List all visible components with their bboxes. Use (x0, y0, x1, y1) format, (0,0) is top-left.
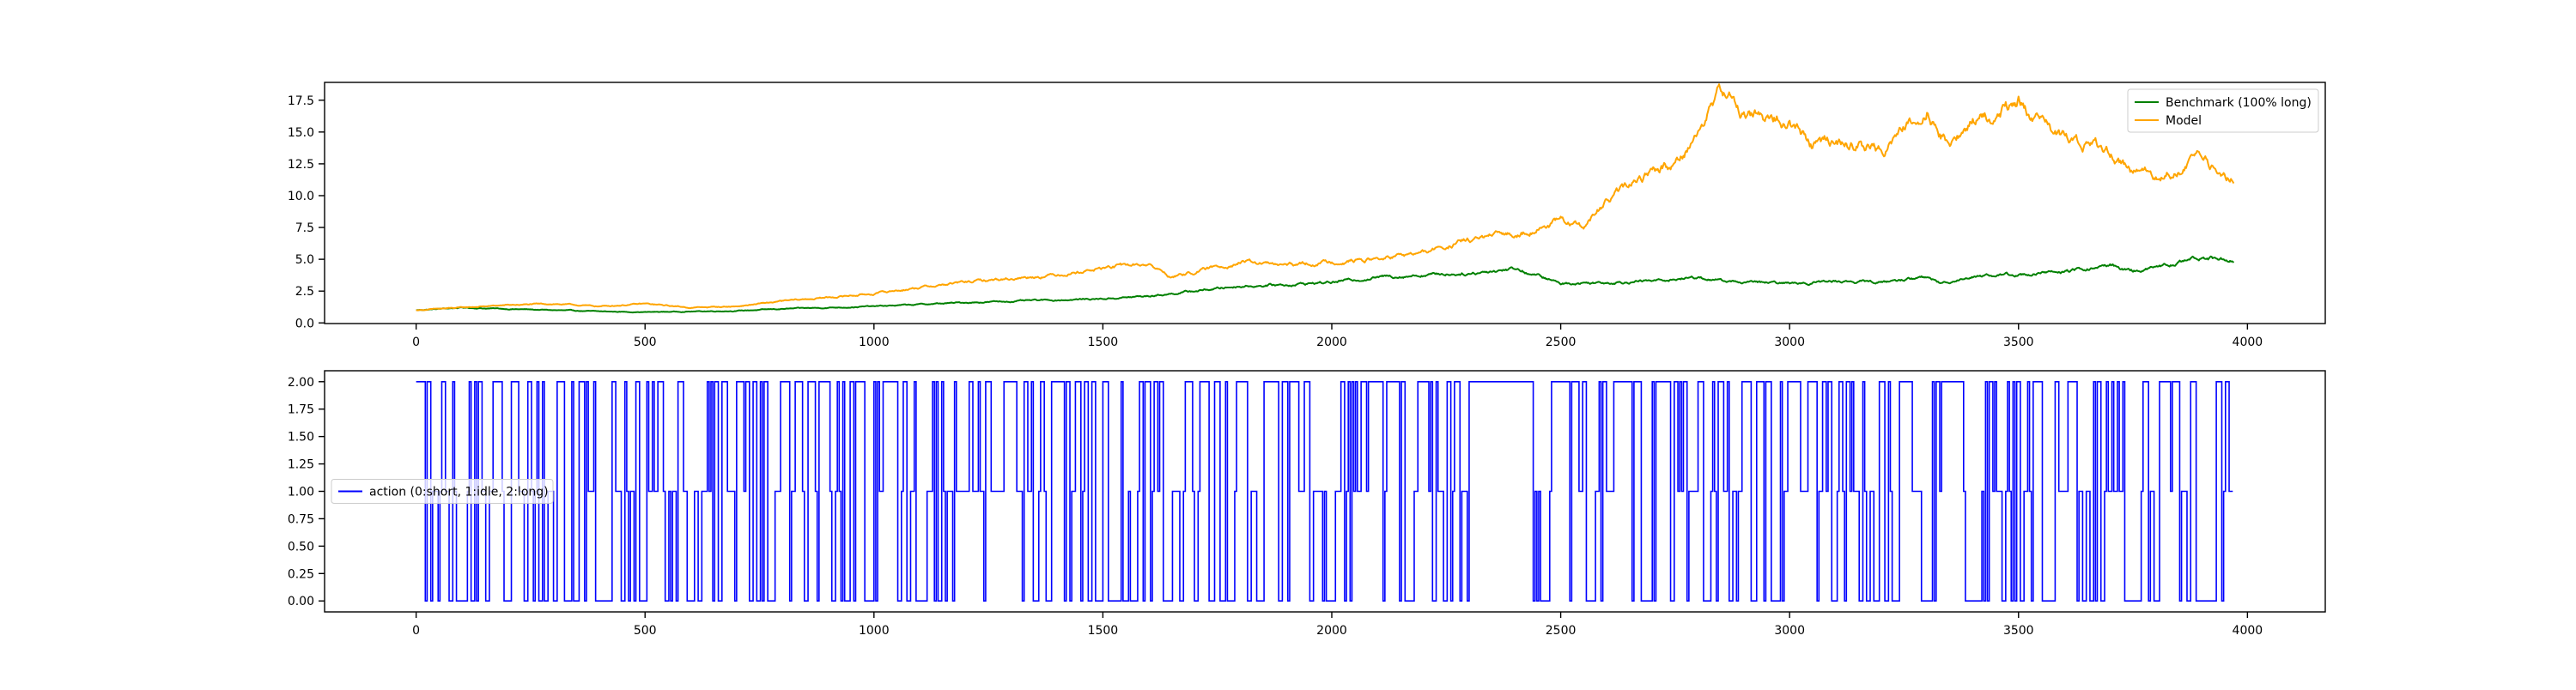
legend-box (331, 479, 554, 504)
y-tick-label: 2.5 (295, 285, 314, 299)
legend-label: Benchmark (100% long) (2166, 96, 2312, 110)
y-tick-label: 0.00 (288, 595, 314, 608)
legend: action (0:short, 1:idle, 2:long) (331, 479, 554, 504)
legend-label: action (0:short, 1:idle, 2:long) (369, 486, 549, 499)
portfolio-value-chart: 0 500 1000 1500 2000 2500 3000 3500 4000 0.0 2.5 5.… (288, 82, 2326, 349)
axes-frame (324, 82, 2326, 324)
y-tick-label: 1.50 (288, 431, 314, 445)
x-tick-label: 4000 (2233, 336, 2263, 349)
legend-box (2127, 88, 2319, 133)
y-tick-label: 15.0 (288, 126, 314, 140)
x-tick-label: 2000 (1316, 624, 1347, 638)
x-tick-label: 3000 (1774, 336, 1805, 349)
action-chart: 0 500 1000 1500 2000 2500 3000 3500 4000 0.00 0.25… (288, 370, 2326, 638)
y-tick-label: 12.5 (288, 158, 314, 172)
y-tick-label: 5.0 (295, 253, 314, 267)
x-tick-label: 500 (634, 336, 657, 349)
legend-label: Model (2166, 114, 2202, 128)
x-tick-label: 0 (412, 336, 420, 349)
x-tick-label: 3500 (2003, 624, 2034, 638)
y-tick-label: 0.25 (288, 567, 314, 581)
x-tick-label: 0 (412, 624, 420, 638)
y-tick-label: 17.5 (288, 94, 314, 108)
x-tick-label: 2500 (1546, 336, 1577, 349)
series-line-model (416, 83, 2235, 312)
x-tick-label: 500 (634, 624, 657, 638)
series-line-action (416, 380, 2233, 602)
axes-frame (324, 370, 2326, 613)
x-tick-label: 3000 (1774, 624, 1805, 638)
y-tick-label: 1.00 (288, 486, 314, 499)
x-tick-label: 4000 (2233, 624, 2263, 638)
y-tick-label: 0.50 (288, 540, 314, 554)
y-tick-label: 7.5 (295, 221, 314, 235)
y-tick-label: 1.75 (288, 403, 314, 417)
legend: Benchmark (100% long) Model (2127, 88, 2319, 133)
x-tick-label: 1500 (1088, 336, 1119, 349)
y-tick-label: 10.0 (288, 190, 314, 203)
x-tick-label: 3500 (2003, 336, 2034, 349)
x-tick-label: 2500 (1546, 624, 1577, 638)
x-tick-label: 1000 (859, 624, 890, 638)
y-tick-label: 0.0 (295, 317, 314, 330)
x-tick-label: 1500 (1088, 624, 1119, 638)
x-tick-label: 1000 (859, 336, 890, 349)
series-line-benchmark (416, 255, 2235, 314)
y-tick-label: 2.00 (288, 376, 314, 390)
x-tick-label: 2000 (1316, 336, 1347, 349)
y-tick-label: 0.75 (288, 512, 314, 526)
y-tick-label: 1.25 (288, 458, 314, 472)
